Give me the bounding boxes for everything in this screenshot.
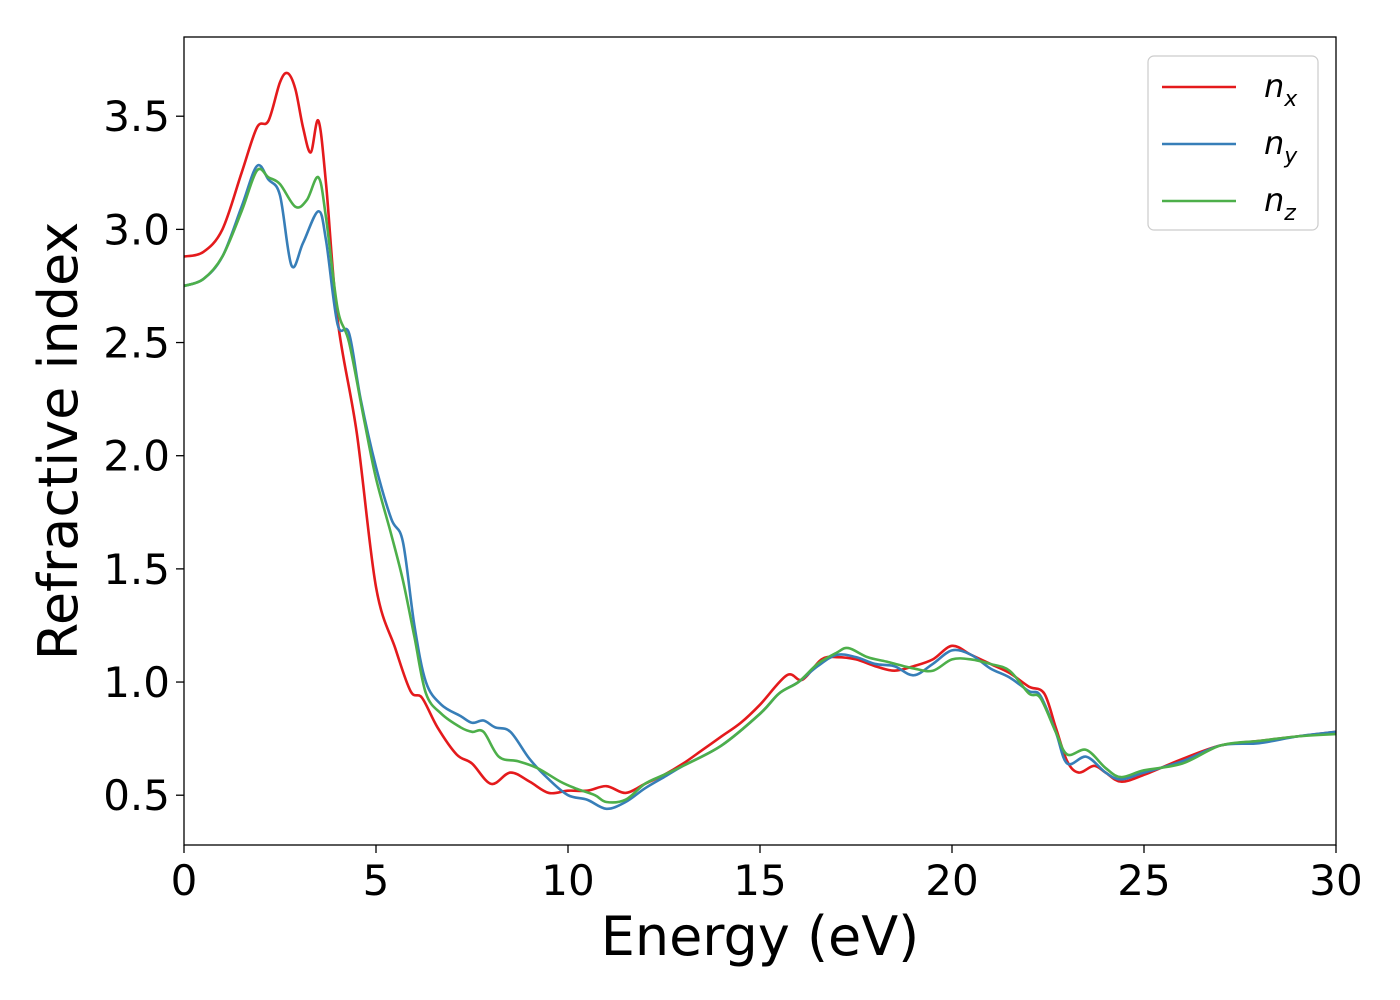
y-axis-title: Refractive index xyxy=(27,222,90,661)
x-tick-label: 20 xyxy=(925,856,978,905)
y-axis-ticks: 0.5 1.0 1.5 2.0 2.5 3.0 3.5 xyxy=(103,92,184,820)
y-tick-label: 0.5 xyxy=(103,771,170,820)
legend: nx ny nz xyxy=(1147,55,1319,231)
y-tick-label: 2.0 xyxy=(103,432,170,481)
x-tick-label: 25 xyxy=(1117,856,1170,905)
x-tick-label: 30 xyxy=(1309,856,1362,905)
legend-label-nx: nx xyxy=(1264,67,1298,112)
y-tick-label: 1.0 xyxy=(103,658,170,707)
series-line-nz xyxy=(183,167,1337,804)
y-tick-label: 3.0 xyxy=(103,205,170,254)
legend-label-nz: nz xyxy=(1264,181,1296,226)
x-tick-label: 10 xyxy=(541,856,594,905)
x-axis-ticks: 0 5 10 15 20 25 30 xyxy=(171,845,1363,905)
y-tick-label: 1.5 xyxy=(103,545,170,594)
x-tick-label: 5 xyxy=(363,856,390,905)
x-tick-label: 15 xyxy=(733,856,786,905)
y-tick-label: 3.5 xyxy=(103,92,170,141)
series-layer xyxy=(183,71,1337,811)
x-tick-label: 0 xyxy=(171,856,198,905)
legend-label-ny: ny xyxy=(1264,124,1298,169)
x-axis-title: Energy (eV) xyxy=(601,905,920,968)
y-tick-label: 2.5 xyxy=(103,319,170,368)
